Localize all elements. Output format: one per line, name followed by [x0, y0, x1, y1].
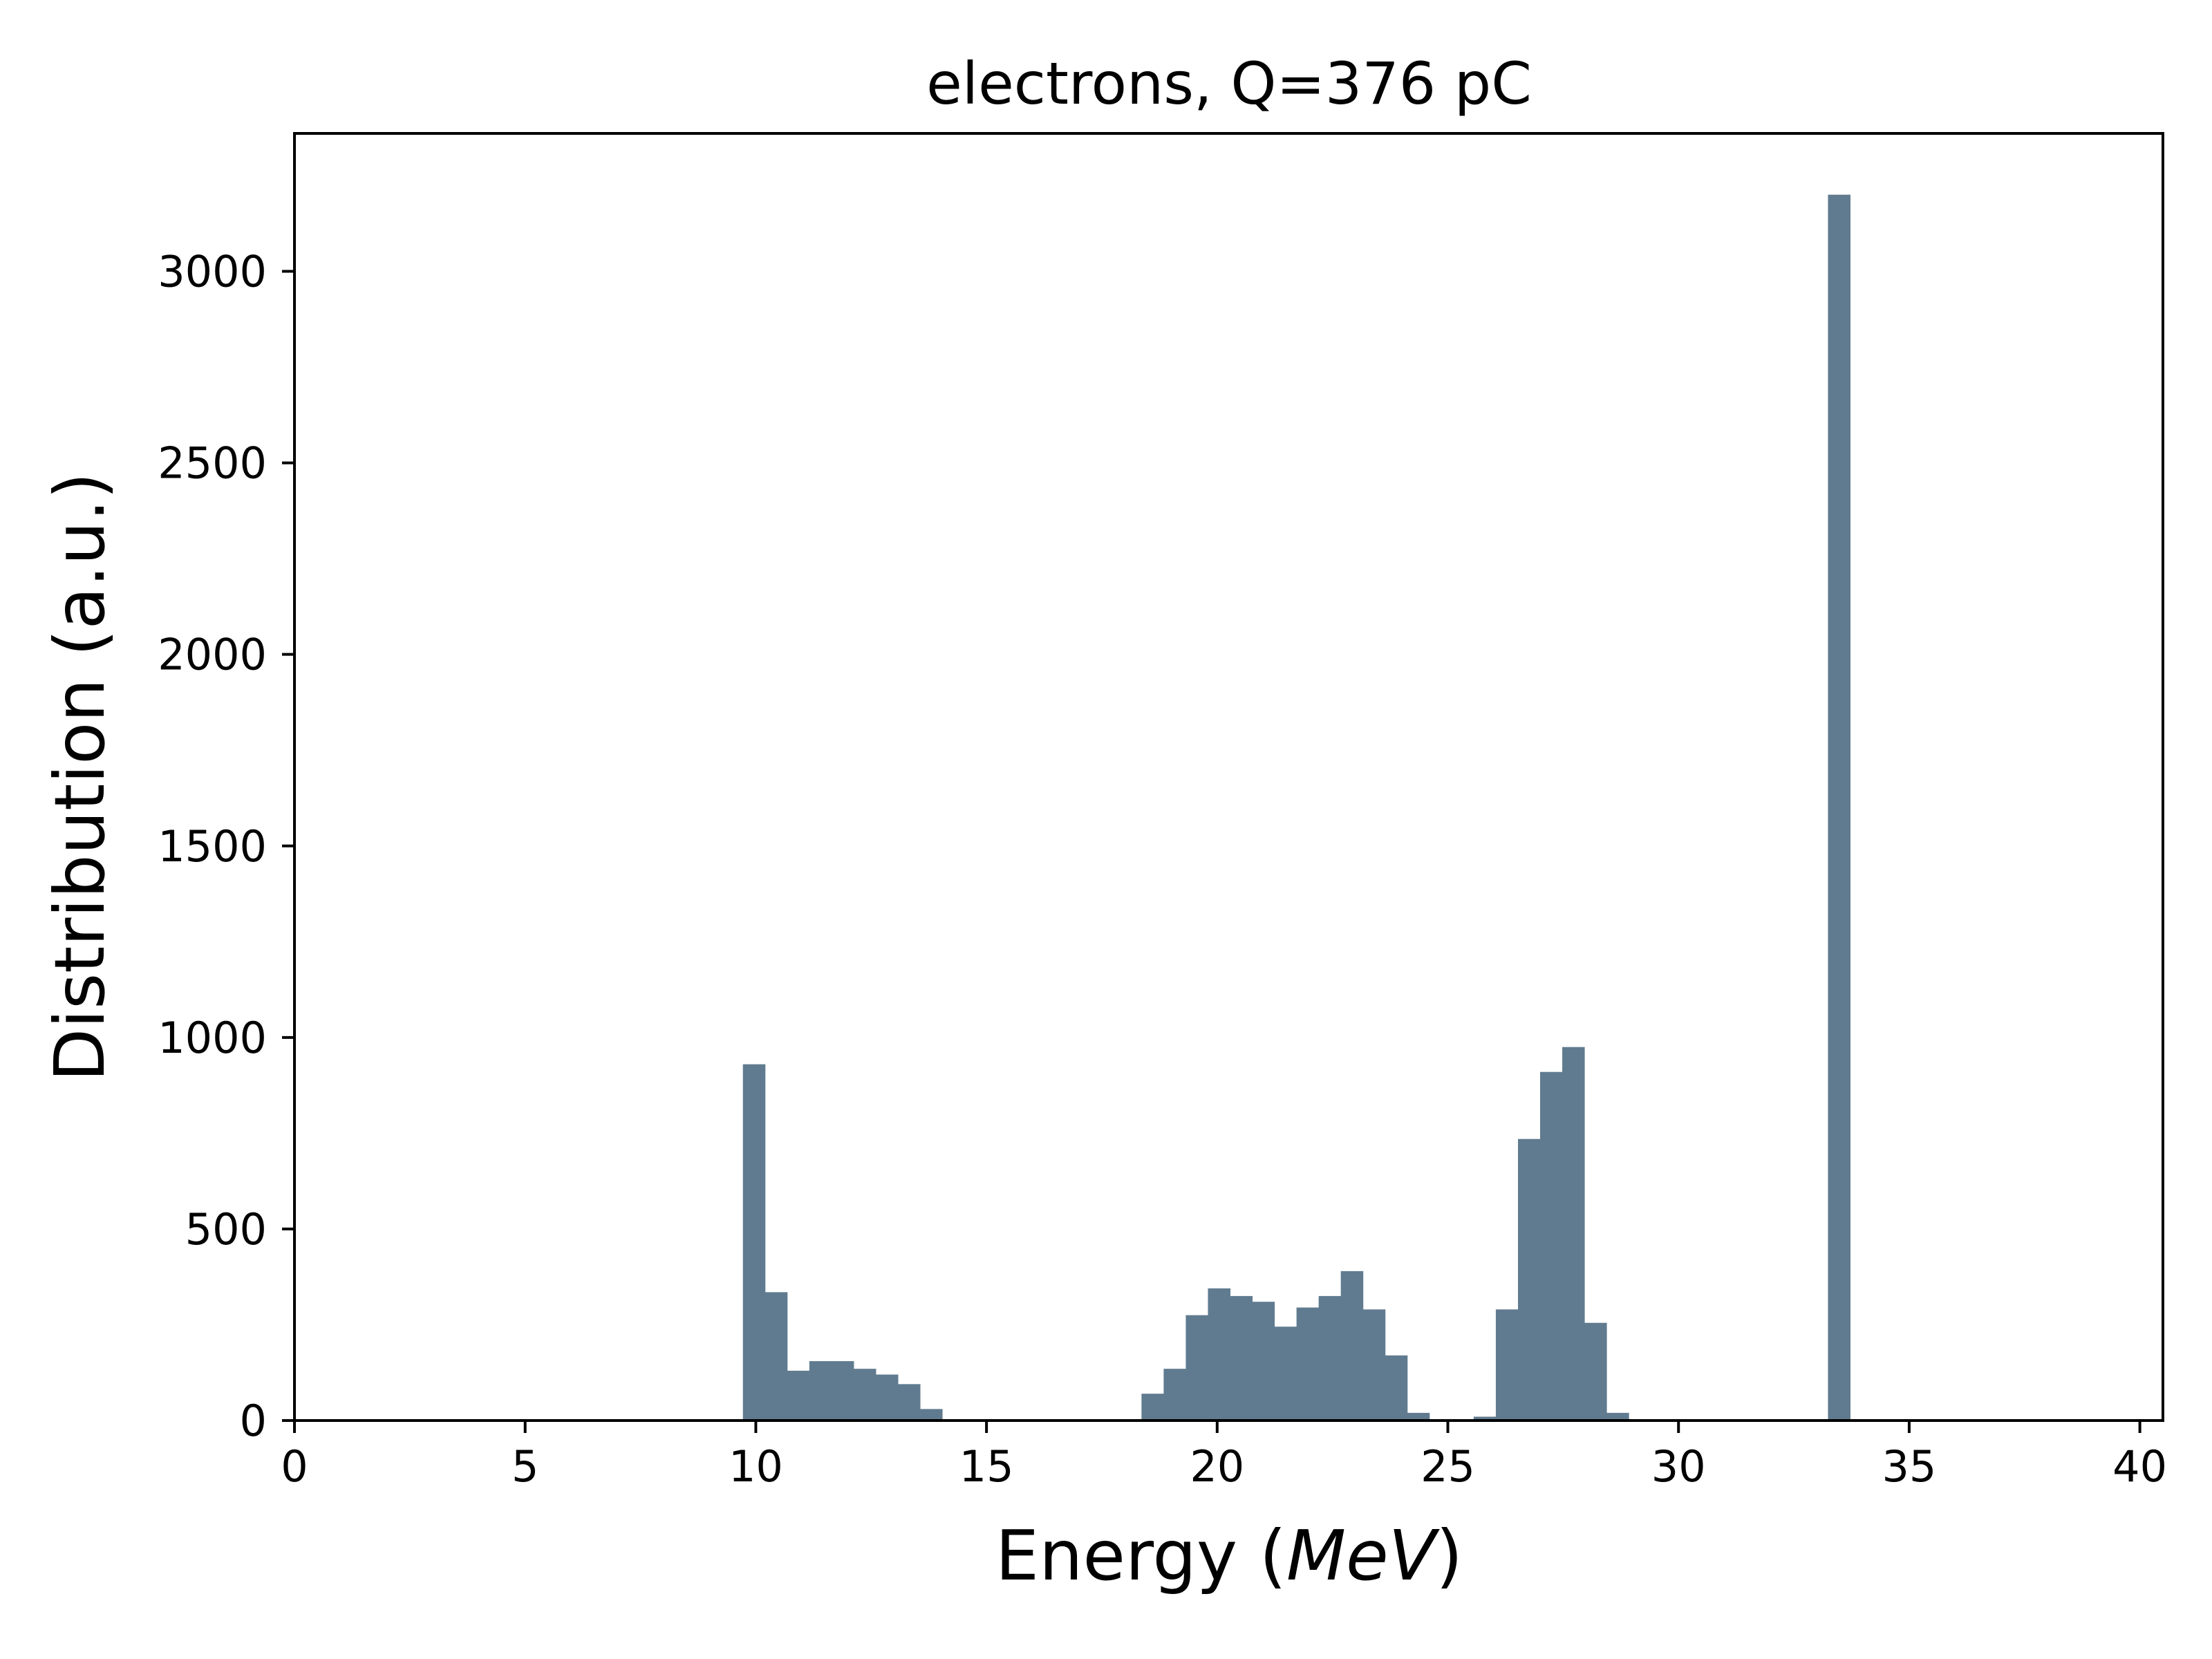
y-tick-label: 1500 — [158, 821, 267, 872]
histogram-bar-7 — [897, 1384, 921, 1421]
histogram-bar-23 — [1495, 1309, 1519, 1421]
histogram-bar-17 — [1318, 1295, 1342, 1421]
y-tick-label: 0 — [240, 1396, 267, 1446]
histogram-bar-24 — [1517, 1138, 1541, 1421]
x-tick-label: 30 — [1651, 1441, 1706, 1492]
histogram-bar-5 — [853, 1369, 877, 1421]
y-tick-label: 2000 — [158, 630, 267, 680]
histogram-bar-28 — [1606, 1412, 1629, 1421]
histogram-bar-9 — [1141, 1394, 1164, 1421]
histogram-bar-18 — [1340, 1271, 1364, 1421]
y-tick-label: 2500 — [158, 438, 267, 489]
histogram-bar-29 — [1828, 194, 1850, 1421]
histogram-bar-15 — [1274, 1327, 1297, 1421]
x-tick-label: 0 — [281, 1441, 308, 1492]
y-tick-label: 500 — [185, 1204, 267, 1255]
x-axis-label-unit: MeV — [1286, 1515, 1441, 1596]
histogram-bar-26 — [1562, 1047, 1585, 1421]
plot-frame — [293, 132, 2164, 1422]
x-tick-label: 15 — [959, 1441, 1014, 1492]
histogram-bar-8 — [920, 1409, 943, 1421]
histogram-bar-3 — [809, 1361, 832, 1421]
histogram-bar-12 — [1208, 1288, 1231, 1421]
histogram-bar-21 — [1407, 1412, 1430, 1421]
y-tick-label: 3000 — [158, 247, 267, 297]
y-tick-label: 1000 — [158, 1013, 267, 1063]
histogram-bar-2 — [787, 1370, 810, 1421]
histogram-bar-13 — [1230, 1295, 1253, 1421]
x-axis-label: Energy (MeV) — [995, 1515, 1463, 1596]
histogram-bar-6 — [875, 1374, 899, 1421]
x-tick-label: 40 — [2112, 1441, 2167, 1492]
y-axis-ticks: 0 500 1000 1500 2000 2500 3000 — [158, 247, 294, 1446]
chart-title: electrons, Q=376 pC — [926, 50, 1532, 118]
histogram-bar-20 — [1385, 1355, 1408, 1421]
histogram-bars — [742, 194, 1850, 1421]
x-tick-label: 35 — [1882, 1441, 1936, 1492]
y-axis-label: Distribution (a.u.) — [39, 472, 120, 1081]
histogram-bar-22 — [1473, 1416, 1497, 1421]
histogram-bar-19 — [1362, 1309, 1386, 1421]
histogram-bar-1 — [765, 1292, 788, 1421]
x-tick-label: 5 — [512, 1441, 538, 1492]
x-axis-label-name: Energy — [995, 1515, 1237, 1596]
x-axis-ticks: 0 5 10 15 20 25 30 35 40 — [281, 1421, 2167, 1492]
histogram-bar-10 — [1163, 1369, 1186, 1421]
histogram-bar-0 — [742, 1064, 766, 1421]
x-tick-label: 10 — [729, 1441, 783, 1492]
histogram-bar-14 — [1252, 1302, 1275, 1421]
histogram-bar-4 — [831, 1361, 854, 1421]
histogram-bar-16 — [1296, 1307, 1320, 1421]
histogram-bar-25 — [1540, 1071, 1563, 1421]
x-tick-label: 20 — [1190, 1441, 1244, 1492]
histogram-bar-11 — [1185, 1315, 1208, 1421]
histogram-bar-27 — [1584, 1322, 1607, 1421]
x-tick-label: 25 — [1421, 1441, 1475, 1492]
